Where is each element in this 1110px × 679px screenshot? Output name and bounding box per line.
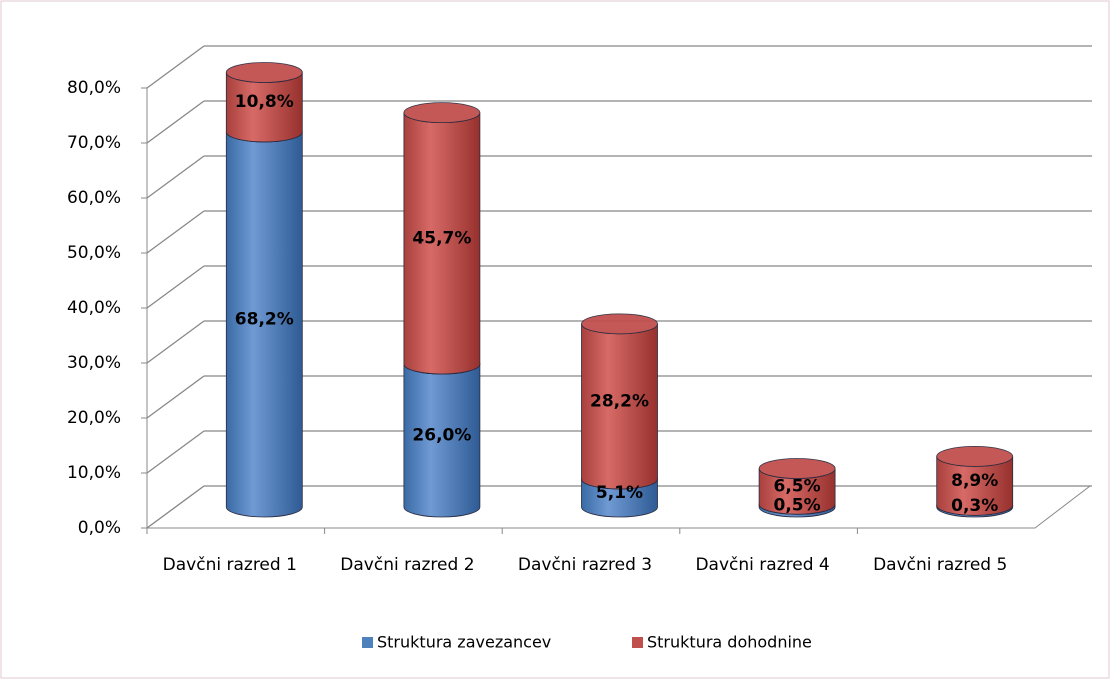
grid-line-side bbox=[146, 375, 205, 419]
cylinder-top bbox=[581, 313, 658, 335]
cylinder-top bbox=[758, 458, 836, 479]
y-tick-label: 80,0% bbox=[67, 78, 121, 98]
cylinder-segment bbox=[758, 458, 836, 515]
y-tick-label: 60,0% bbox=[67, 188, 121, 208]
y-tick-label: 10,0% bbox=[67, 463, 121, 483]
legend-swatch bbox=[362, 637, 373, 648]
grid-line-side bbox=[146, 485, 205, 529]
data-label: 5,1% bbox=[596, 483, 643, 503]
data-label: 0,5% bbox=[774, 496, 821, 516]
grid-line-side bbox=[146, 430, 205, 474]
y-tick-label: 0,0% bbox=[78, 518, 121, 538]
cylinder-top bbox=[403, 102, 481, 124]
data-label: 28,2% bbox=[590, 391, 649, 411]
cylinder-top bbox=[936, 445, 1014, 467]
x-tick-label: Davčni razred 3 bbox=[518, 555, 652, 575]
cylinder-top bbox=[225, 62, 303, 83]
x-tick-label: Davčni razred 1 bbox=[163, 555, 297, 575]
grid-line-side bbox=[146, 100, 205, 144]
data-label: 45,7% bbox=[412, 228, 471, 248]
y-tick-label: 30,0% bbox=[67, 353, 121, 373]
legend-swatch bbox=[632, 637, 643, 648]
y-tick-label: 20,0% bbox=[67, 408, 121, 428]
data-label: 0,3% bbox=[951, 496, 998, 516]
data-label: 26,0% bbox=[412, 426, 471, 446]
data-label: 10,8% bbox=[235, 92, 294, 112]
grid-line-side bbox=[146, 265, 205, 309]
grid-line-side bbox=[146, 320, 205, 364]
cylinder-segment bbox=[403, 102, 481, 375]
cylinder-segment bbox=[225, 62, 303, 143]
y-tick-label: 50,0% bbox=[67, 243, 121, 263]
y-tick-label: 40,0% bbox=[67, 298, 121, 318]
legend-label: Struktura zavezancev bbox=[377, 633, 551, 652]
data-label: 8,9% bbox=[951, 471, 998, 491]
x-tick-label: Davčni razred 5 bbox=[873, 555, 1007, 575]
x-tick-label: Davčni razred 2 bbox=[340, 555, 474, 575]
grid-line-side bbox=[146, 210, 205, 254]
grid-line-side bbox=[146, 45, 205, 89]
x-tick-label: Davčni razred 4 bbox=[695, 555, 829, 575]
data-label: 6,5% bbox=[774, 476, 821, 496]
grid-line-side bbox=[146, 155, 205, 199]
cylinder-segment bbox=[936, 445, 1014, 516]
data-label: 68,2% bbox=[235, 309, 294, 329]
cylinder-segment bbox=[581, 313, 658, 490]
legend-label: Struktura dohodnine bbox=[647, 633, 812, 652]
y-tick-label: 70,0% bbox=[67, 133, 121, 153]
